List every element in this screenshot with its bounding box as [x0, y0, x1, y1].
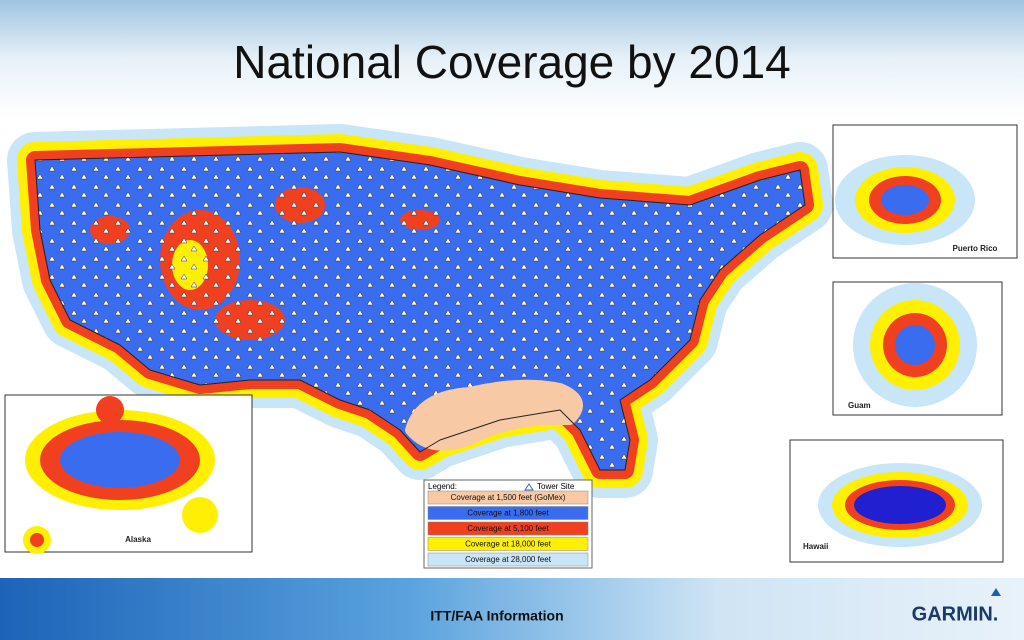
legend-label: Coverage at 18,000 feet — [465, 540, 552, 549]
legend-swatch — [427, 552, 589, 567]
legend-title: Legend: — [428, 482, 457, 491]
legend-tower: Tower Site — [537, 482, 575, 491]
legend-label: Coverage at 5,100 feet — [467, 524, 549, 533]
logo: GARMIN. — [912, 603, 999, 625]
inset-puerto-rico: Puerto Rico — [832, 124, 1018, 259]
footer-text: ITT/FAA Information — [430, 608, 563, 624]
legend-swatch — [427, 537, 589, 551]
inset-label: Hawaii — [803, 542, 828, 551]
header-band — [0, 0, 1024, 120]
logo-mark — [991, 588, 1001, 596]
legend-swatch — [427, 506, 589, 520]
us-map — [35, 152, 805, 470]
inset-label: Guam — [848, 401, 871, 410]
legend: Legend: Tower Site Coverage at 1,500 fee… — [423, 479, 593, 569]
inset-alaska: Alaska — [4, 394, 253, 554]
legend-label: Coverage at 1,500 feet (GoMex) — [451, 493, 566, 502]
legend-swatch — [427, 521, 589, 536]
legend-label: Coverage at 28,000 feet — [465, 555, 552, 564]
legend-swatch — [427, 490, 589, 505]
legend-label: Coverage at 1,800 feet — [467, 509, 549, 518]
inset-label: Alaska — [125, 535, 151, 544]
inset-hawaii: Hawaii — [789, 439, 1004, 563]
title: National Coverage by 2014 — [233, 36, 790, 88]
inset-label: Puerto Rico — [953, 244, 998, 253]
inset-guam: Guam — [832, 281, 1003, 416]
footer-band — [0, 578, 1024, 640]
